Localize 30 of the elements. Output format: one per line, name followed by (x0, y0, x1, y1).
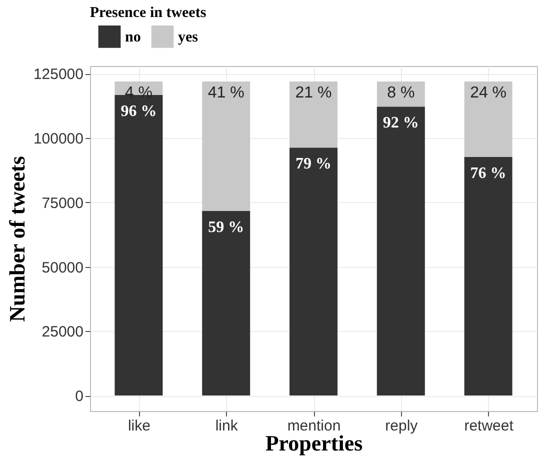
legend-label: no (125, 30, 141, 46)
x-tick-label: link (215, 418, 238, 434)
bar (202, 81, 250, 211)
y-tick-label: 50000 (42, 259, 84, 276)
annotation: 8 % (387, 84, 415, 102)
legend-title: Presence in tweets (90, 5, 206, 21)
x-tick-label: retweet (464, 418, 514, 434)
annotation: 76 % (470, 164, 506, 182)
y-tick-label: 125000 (33, 66, 84, 84)
y-tick-label: 0 (75, 388, 84, 406)
y-tick-label: 25000 (42, 324, 84, 341)
bar (290, 148, 338, 396)
bar (376, 106, 425, 396)
annotation: 41 % (208, 84, 244, 102)
bar (464, 81, 512, 157)
bar (202, 210, 250, 396)
legend-label: yes (178, 30, 198, 46)
x-tick-label: like (128, 418, 150, 434)
y-axis-title: Number of tweets (4, 156, 30, 322)
annotation: 59 % (208, 218, 244, 236)
annotation: 96 % (120, 102, 157, 120)
bar (290, 81, 338, 148)
bar (464, 156, 512, 396)
annotation: 21 % (295, 84, 332, 102)
annotation: 92 % (382, 114, 419, 132)
y-tick-label: 75000 (42, 194, 84, 212)
y-tick-label: 100000 (33, 130, 84, 148)
annotation: 24 % (470, 84, 507, 102)
annotation: 79 % (296, 156, 332, 173)
x-tick-label: reply (385, 418, 418, 434)
